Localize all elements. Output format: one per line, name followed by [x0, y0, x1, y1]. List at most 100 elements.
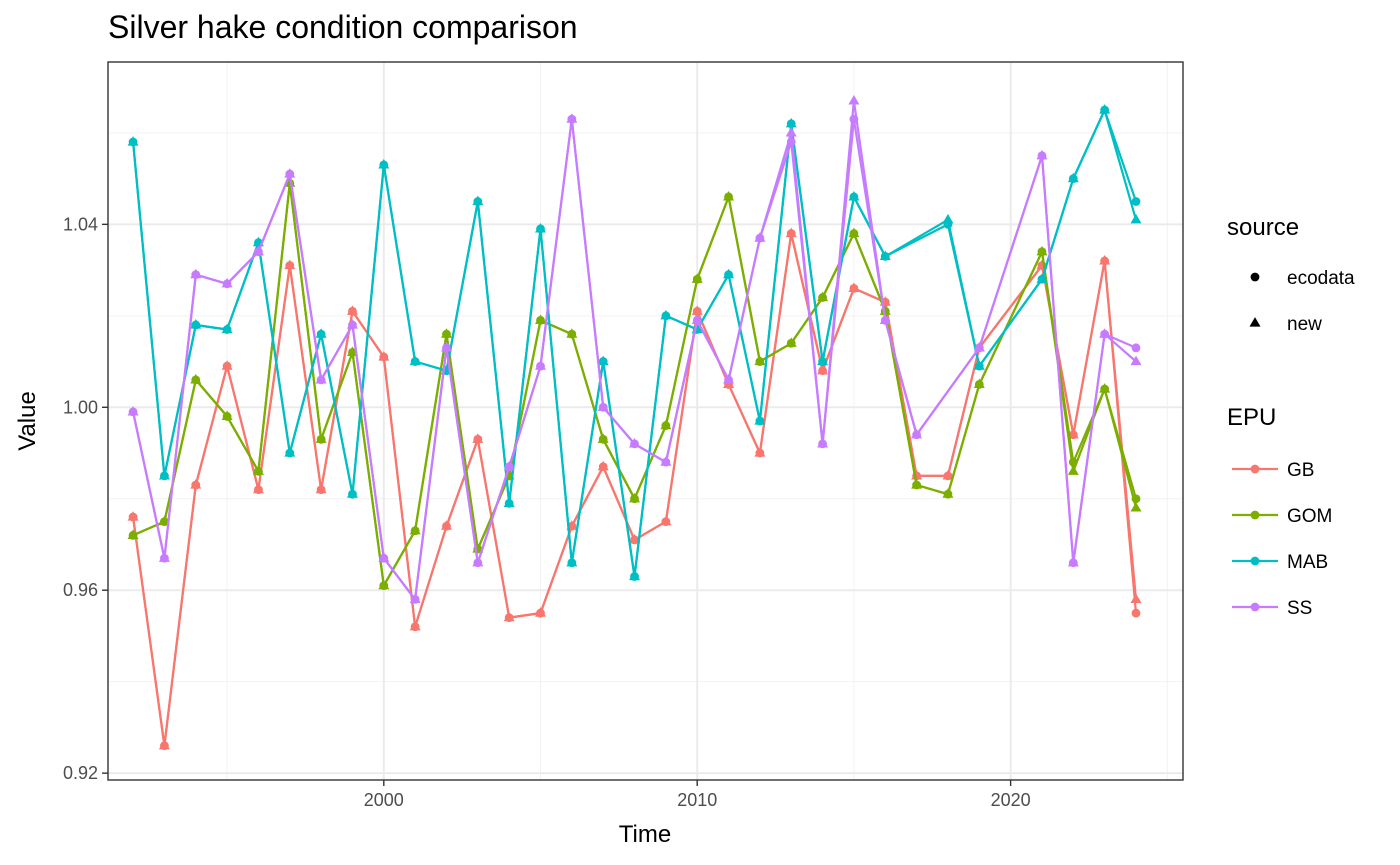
point-new: [1067, 172, 1079, 183]
point-new: [158, 469, 170, 480]
point-new: [629, 437, 641, 448]
point-new: [597, 401, 609, 411]
point-new: [440, 520, 452, 530]
point-new: [252, 483, 264, 494]
point-new: [723, 268, 735, 279]
series-layer: [127, 94, 1142, 751]
point-new: [1036, 149, 1048, 160]
point-new: [346, 319, 358, 329]
point-new: [409, 620, 421, 631]
point-new: [127, 136, 139, 146]
point-new: [284, 447, 296, 457]
point-ecodata: [1068, 457, 1078, 467]
point-new: [158, 739, 170, 750]
point-new: [1099, 255, 1111, 265]
point-new: [848, 94, 860, 105]
point-new: [284, 177, 296, 187]
point-ecodata: [1131, 608, 1141, 618]
legend-source-key: [1249, 317, 1261, 327]
point-new: [817, 355, 829, 366]
point-new: [691, 305, 703, 315]
point-new: [190, 479, 202, 489]
legend-epu: EPU GB GOM MAB SS: [1227, 404, 1332, 619]
point-new: [315, 328, 327, 338]
point-new: [1099, 383, 1111, 393]
point-new: [1067, 428, 1079, 439]
point-new: [879, 305, 891, 315]
point-new: [190, 268, 202, 279]
point-new: [817, 291, 829, 302]
point-new: [221, 410, 233, 421]
point-new: [127, 511, 139, 521]
chart-title: Silver hake condition comparison: [108, 9, 578, 45]
legend-epu-key-point: [1250, 464, 1260, 474]
point-ecodata: [1131, 197, 1141, 206]
point-new: [315, 433, 327, 443]
point-new: [911, 479, 923, 489]
point-new: [346, 488, 358, 498]
point-new: [158, 552, 170, 562]
point-new: [785, 227, 797, 238]
point-new: [911, 469, 923, 480]
point-new: [315, 373, 327, 384]
point-new: [472, 556, 484, 567]
y-axis-title: Value: [14, 391, 41, 451]
legend-epu-key-point: [1250, 602, 1260, 612]
point-new: [566, 113, 578, 123]
grid-minor: [108, 62, 1183, 780]
point-new: [535, 314, 547, 325]
point-new: [535, 223, 547, 233]
point-new: [785, 117, 797, 128]
point-new: [848, 227, 860, 238]
legend-epu-title: EPU: [1227, 404, 1276, 431]
point-new: [378, 158, 390, 169]
point-new: [409, 593, 421, 603]
series-gb: [127, 227, 1142, 751]
point-new: [378, 351, 390, 361]
x-axis: 2000 2010 2020: [364, 780, 1031, 810]
point-new: [973, 360, 985, 370]
point-new: [1099, 104, 1111, 114]
point-new: [503, 611, 515, 622]
point-new: [754, 355, 766, 366]
point-new: [817, 364, 829, 375]
series-ss: [127, 94, 1142, 604]
point-new: [252, 465, 264, 475]
point-ecodata: [1131, 494, 1141, 504]
point-new: [1130, 501, 1142, 512]
point-new: [409, 524, 421, 535]
point-new: [879, 250, 891, 260]
point-new: [1099, 328, 1111, 338]
point-new: [848, 282, 860, 292]
point-new: [566, 556, 578, 567]
point-new: [660, 456, 672, 466]
point-new: [597, 433, 609, 443]
point-ecodata: [1131, 343, 1141, 353]
legend-source-title: source: [1227, 214, 1299, 241]
point-new: [566, 328, 578, 338]
point-new: [723, 373, 735, 384]
y-tick-label: 0.96: [63, 580, 98, 600]
point-new: [378, 579, 390, 590]
point-new: [315, 483, 327, 494]
point-new: [817, 437, 829, 448]
point-new: [127, 405, 139, 416]
point-new: [754, 232, 766, 242]
point-new: [691, 314, 703, 325]
legend-epu-key-point: [1250, 556, 1260, 566]
point-new: [503, 460, 515, 471]
point-new: [629, 533, 641, 544]
point-new: [221, 277, 233, 288]
point-new: [221, 323, 233, 334]
legend-source-key: [1250, 272, 1260, 282]
point-new: [378, 552, 390, 562]
legend-epu-label: SS: [1287, 598, 1312, 619]
point-new: [190, 319, 202, 329]
point-new: [942, 469, 954, 480]
point-new: [597, 460, 609, 471]
grid-major: [108, 62, 1183, 780]
point-new: [848, 191, 860, 201]
point-new: [1036, 273, 1048, 283]
point-new: [535, 360, 547, 370]
point-new: [535, 607, 547, 617]
